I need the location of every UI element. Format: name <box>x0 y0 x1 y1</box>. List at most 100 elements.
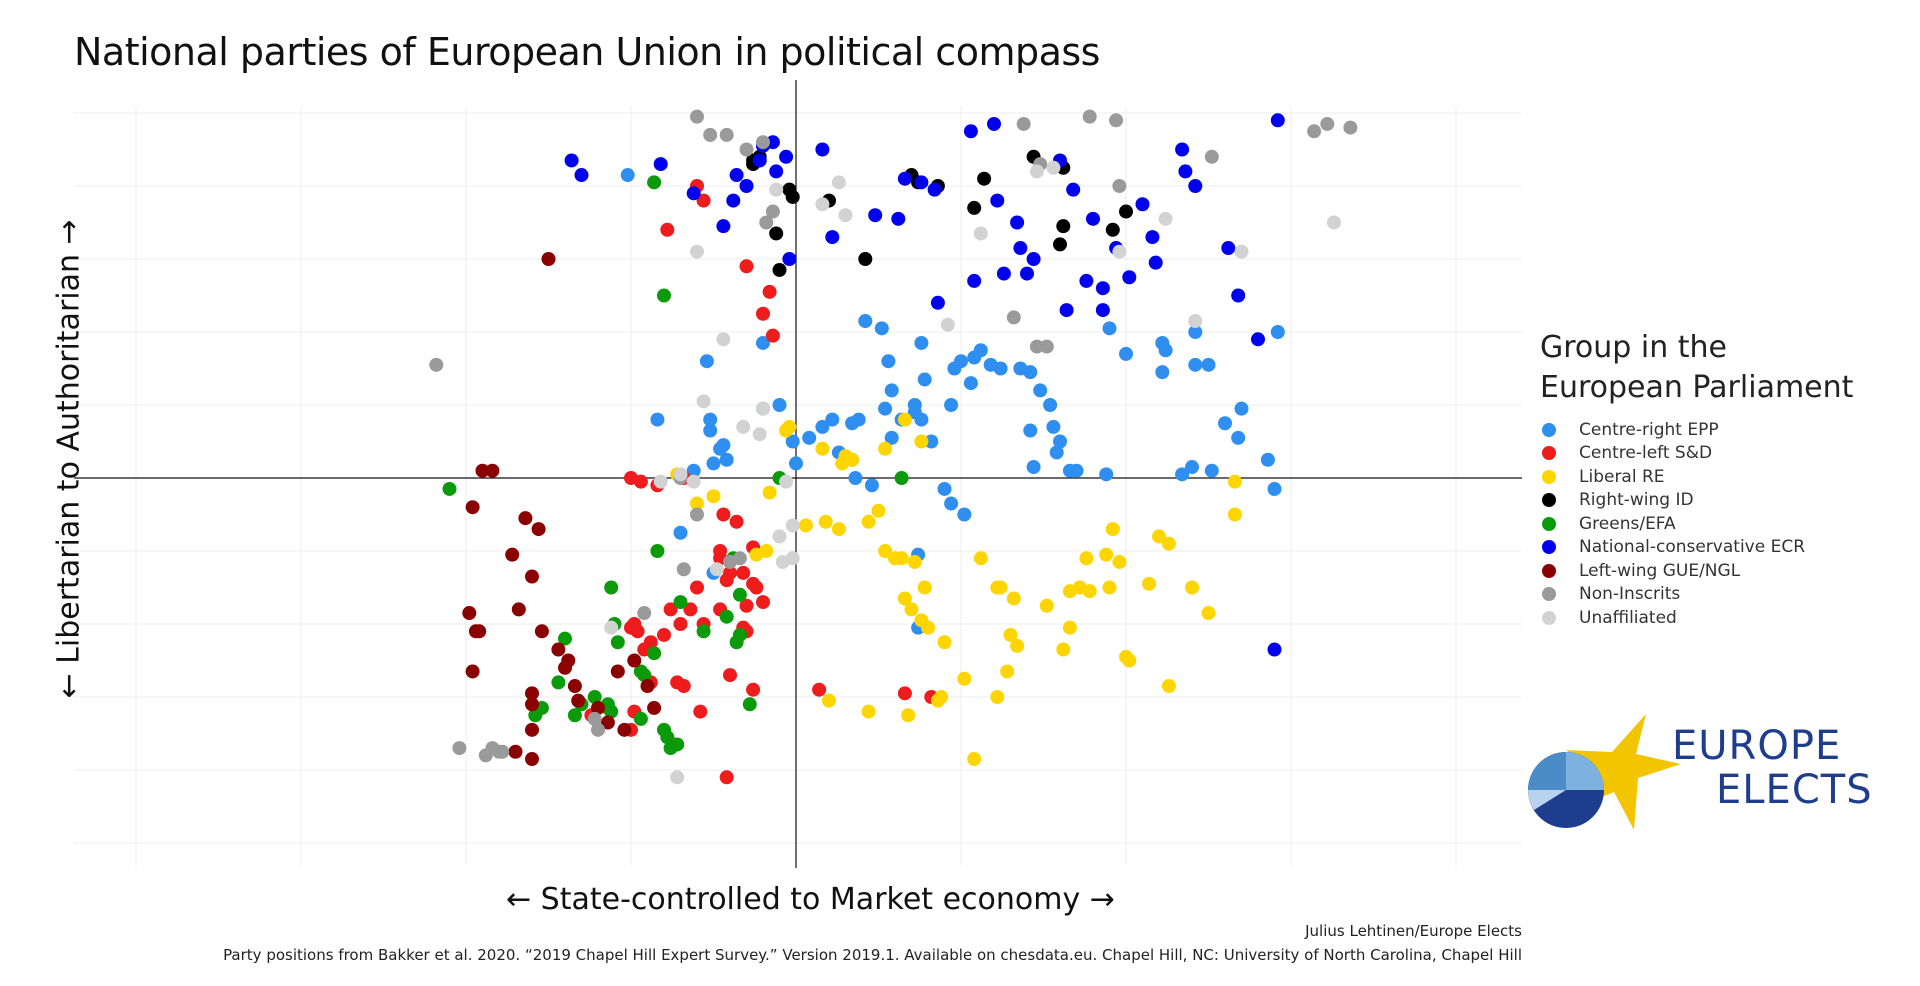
data-point <box>775 554 790 569</box>
data-point <box>1270 325 1285 339</box>
data-point <box>709 562 724 577</box>
data-point <box>690 244 704 259</box>
data-point <box>752 427 767 442</box>
data-point <box>1267 642 1282 657</box>
data-point <box>838 208 853 223</box>
data-point <box>591 700 605 715</box>
data-point <box>534 624 549 639</box>
data-point <box>1056 642 1071 657</box>
data-point <box>690 507 704 522</box>
data-point <box>917 372 932 387</box>
data-point <box>818 514 833 529</box>
data-point <box>1112 554 1127 569</box>
series-non-inscrits <box>429 109 1358 763</box>
data-point <box>914 335 929 350</box>
data-point <box>1079 273 1094 288</box>
legend-item: Centre-left S&D <box>1540 442 1853 466</box>
data-point <box>967 200 982 215</box>
data-point <box>716 219 731 234</box>
chart-title: National parties of European Union in po… <box>74 30 1100 74</box>
source-note: Party positions from Bakker et al. 2020.… <box>223 946 1522 964</box>
data-point <box>897 171 912 186</box>
series-unaffiliated <box>604 160 1341 785</box>
data-point <box>1109 113 1124 128</box>
data-point <box>782 252 797 266</box>
legend-marker <box>1542 587 1556 602</box>
data-point <box>525 752 539 767</box>
series-greens-efa <box>442 175 909 756</box>
data-point <box>1039 339 1054 354</box>
data-point <box>1062 620 1077 635</box>
logo-icon <box>1528 714 1681 830</box>
data-point <box>973 226 988 241</box>
data-point <box>657 722 671 737</box>
legend-marker <box>1542 610 1556 625</box>
legend-items: Centre-right EPP Centre-left S&D Liberal R… <box>1540 418 1853 630</box>
data-point <box>670 770 685 785</box>
data-point <box>1099 547 1114 562</box>
data-point <box>690 496 704 511</box>
legend-title-line1: Group in the <box>1540 330 1727 365</box>
data-point <box>897 686 912 701</box>
data-point <box>914 434 929 449</box>
data-point <box>1320 116 1335 131</box>
data-point <box>640 679 655 694</box>
data-point <box>706 489 721 504</box>
data-point <box>719 609 734 624</box>
data-point <box>756 401 770 416</box>
data-point <box>937 635 952 650</box>
data-point <box>765 204 780 219</box>
data-point <box>1066 182 1081 197</box>
data-point <box>647 175 662 190</box>
data-point <box>1062 463 1077 478</box>
data-point <box>1221 241 1236 256</box>
data-point <box>528 708 543 723</box>
data-point <box>1016 116 1031 131</box>
logo-pie-slice <box>1528 752 1566 790</box>
data-point <box>719 127 734 142</box>
data-point <box>719 452 734 467</box>
data-point <box>472 624 487 639</box>
data-point <box>1102 580 1117 595</box>
data-point <box>914 412 929 427</box>
data-point <box>894 551 909 566</box>
data-point <box>541 252 556 266</box>
data-point <box>1026 460 1041 475</box>
data-point <box>871 503 886 518</box>
series-liberal-re <box>670 412 1242 767</box>
data-point <box>1062 584 1077 599</box>
data-point <box>878 544 893 558</box>
data-point <box>772 398 787 412</box>
data-point <box>663 741 678 756</box>
data-point <box>1029 164 1044 179</box>
data-point <box>673 467 688 482</box>
legend-item: National-conservative ECR <box>1540 536 1853 560</box>
data-point <box>706 456 721 471</box>
data-point <box>462 606 477 621</box>
legend-item: Greens/EFA <box>1540 512 1853 536</box>
data-point <box>696 193 711 208</box>
legend-label: Right-wing ID <box>1579 490 1694 511</box>
data-point <box>564 153 579 168</box>
logo-star-shape <box>1566 714 1681 830</box>
data-point <box>930 693 945 708</box>
series-right-wing-id <box>746 149 1133 277</box>
data-point <box>604 620 619 635</box>
logo-pie-slice <box>1528 790 1566 810</box>
data-point <box>861 704 876 719</box>
y-axis-label: ← Libertarian to Authoritarian → <box>51 219 87 699</box>
series-national-conservative-ecr <box>564 113 1285 657</box>
data-point <box>723 554 737 569</box>
data-point <box>749 580 764 595</box>
data-point <box>858 314 873 329</box>
data-point <box>1086 211 1100 226</box>
data-point <box>1119 204 1133 219</box>
data-point <box>686 186 701 201</box>
data-point <box>967 273 982 288</box>
data-point <box>927 182 942 197</box>
data-point <box>511 602 526 617</box>
data-point <box>963 376 978 391</box>
data-point <box>620 168 635 183</box>
data-point <box>485 741 500 756</box>
data-point <box>1046 160 1061 175</box>
